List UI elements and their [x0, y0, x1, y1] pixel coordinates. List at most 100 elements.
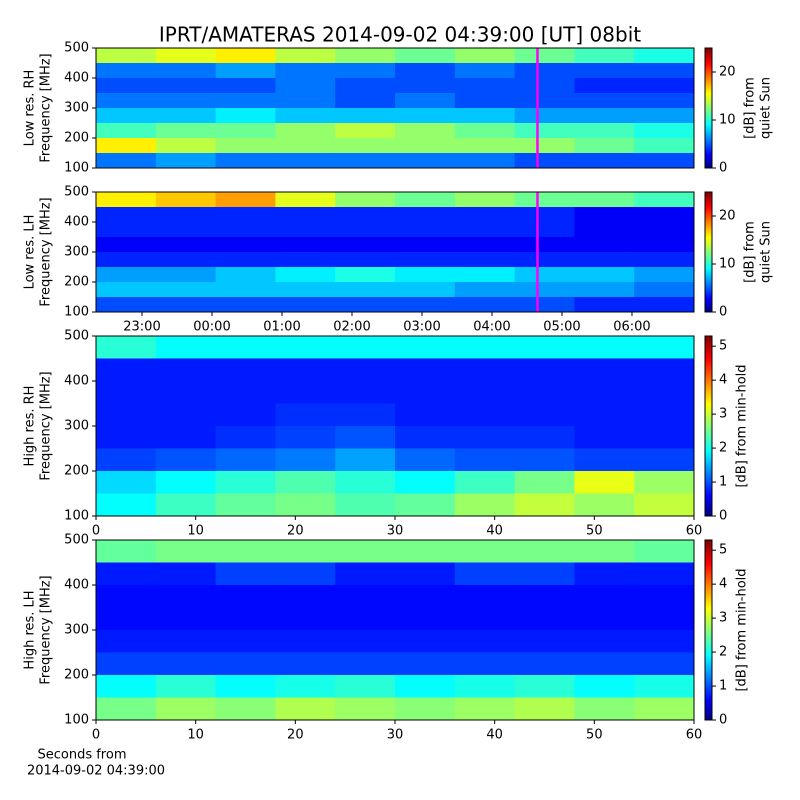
heatmap-cell — [574, 493, 635, 517]
heatmap-cell — [454, 540, 516, 563]
heatmap-cell — [335, 282, 396, 298]
heatmap-cell — [215, 297, 276, 313]
heatmap-cell — [395, 562, 456, 586]
heatmap-cell — [215, 448, 276, 472]
heatmap-cell — [215, 675, 276, 698]
heatmap-cell — [275, 585, 336, 608]
x-tick-label: 20 — [287, 524, 304, 539]
heatmap-cell — [275, 297, 336, 313]
heatmap-cell — [574, 358, 635, 382]
heatmap-cell — [155, 267, 217, 283]
heatmap-cell — [275, 63, 336, 79]
figure-title: IPRT/AMATERAS 2014-09-02 04:39:00 [UT] 0… — [159, 23, 641, 47]
heatmap-cell — [335, 448, 396, 472]
heatmap-cell — [155, 697, 217, 721]
heatmap-cell — [514, 192, 575, 208]
heatmap-cell — [335, 652, 396, 676]
y-axis-label: Frequency [MHz] — [39, 575, 54, 684]
heatmap-cell — [514, 78, 575, 94]
heatmap-cell — [215, 93, 276, 109]
heatmap-cell — [96, 93, 157, 109]
heatmap-cell — [395, 358, 456, 382]
colorbar-tick-label: 0 — [719, 305, 727, 320]
heatmap-cell — [395, 630, 456, 653]
y-tick-label: 400 — [64, 374, 89, 389]
heatmap-cell — [275, 630, 336, 653]
heatmap-cell — [275, 426, 336, 449]
heatmap-cell — [454, 237, 516, 253]
heatmap-cell — [454, 93, 516, 109]
heatmap-cell — [574, 192, 635, 208]
heatmap-cell — [215, 153, 276, 169]
heatmap-cell — [454, 403, 516, 427]
heatmap-cell — [155, 297, 217, 313]
heatmap-cell — [395, 108, 456, 124]
heatmap-cell — [634, 448, 695, 472]
heatmap-cell — [96, 471, 157, 494]
heatmap-cell — [275, 697, 336, 721]
heatmap-cell — [275, 207, 336, 223]
heatmap-cell — [155, 222, 217, 238]
heatmap-cell — [155, 78, 217, 94]
heatmap-cell — [574, 78, 635, 94]
heatmap-cell — [215, 562, 276, 586]
heatmap-cell — [634, 222, 695, 238]
heatmap-cell — [96, 381, 157, 404]
heatmap-cell — [454, 358, 516, 382]
heatmap-cell — [275, 93, 336, 109]
heatmap-cell — [275, 153, 336, 169]
heatmap-cell — [155, 237, 217, 253]
heatmap-cell — [155, 358, 217, 382]
heatmap-cell — [454, 336, 516, 359]
y-tick-label: 300 — [64, 623, 89, 638]
heatmap-cell — [514, 48, 575, 64]
x-tick-label: 23:00 — [123, 320, 160, 335]
heatmap-cell — [514, 630, 575, 653]
heatmap-cell — [454, 493, 516, 517]
heatmap-cell — [155, 403, 217, 427]
heatmap-cell — [634, 630, 695, 653]
heatmap-cell — [96, 403, 157, 427]
heatmap-cell — [155, 426, 217, 449]
colorbar-label: [dB] from — [743, 77, 758, 139]
heatmap-cell — [155, 675, 217, 698]
colorbar-tick-label: 4 — [719, 373, 727, 388]
colorbar-tick-label: 5 — [719, 543, 727, 558]
heatmap-cell — [514, 403, 575, 427]
heatmap-cell — [215, 138, 276, 154]
heatmap-cell — [634, 652, 695, 676]
heatmap-cell — [335, 381, 396, 404]
heatmap-cell — [335, 675, 396, 698]
heatmap-cell — [395, 540, 456, 563]
heatmap-cell — [275, 381, 336, 404]
heatmap-cell — [634, 153, 695, 169]
heatmap-cell — [335, 358, 396, 382]
heatmap-cell — [155, 192, 217, 208]
heatmap-cell — [96, 267, 157, 283]
heatmap-cell — [574, 585, 635, 608]
heatmap-cell — [395, 297, 456, 313]
x-tick-label: 06:00 — [613, 320, 650, 335]
heatmap-cell — [454, 297, 516, 313]
heatmap-cell — [96, 652, 157, 676]
heatmap-cell — [395, 697, 456, 721]
heatmap-cell — [275, 252, 336, 268]
heatmap-cell — [155, 138, 217, 154]
heatmap-cell — [634, 471, 695, 494]
heatmap-cell — [96, 493, 157, 517]
heatmap-cell — [335, 697, 396, 721]
y-tick-label: 100 — [64, 509, 89, 524]
heatmap-cell — [514, 222, 575, 238]
heatmap-cell — [215, 237, 276, 253]
heatmap-cell — [574, 222, 635, 238]
heatmap-cell — [155, 153, 217, 169]
heatmap-cell — [454, 607, 516, 631]
colorbar — [704, 47, 713, 169]
heatmap-cell — [96, 63, 157, 79]
heatmap-cell — [634, 493, 695, 517]
heatmap-cell — [96, 123, 157, 139]
heatmap-cell — [155, 381, 217, 404]
heatmap-cell — [96, 562, 157, 586]
heatmap-cell — [275, 123, 336, 139]
heatmap-cell — [155, 336, 217, 359]
